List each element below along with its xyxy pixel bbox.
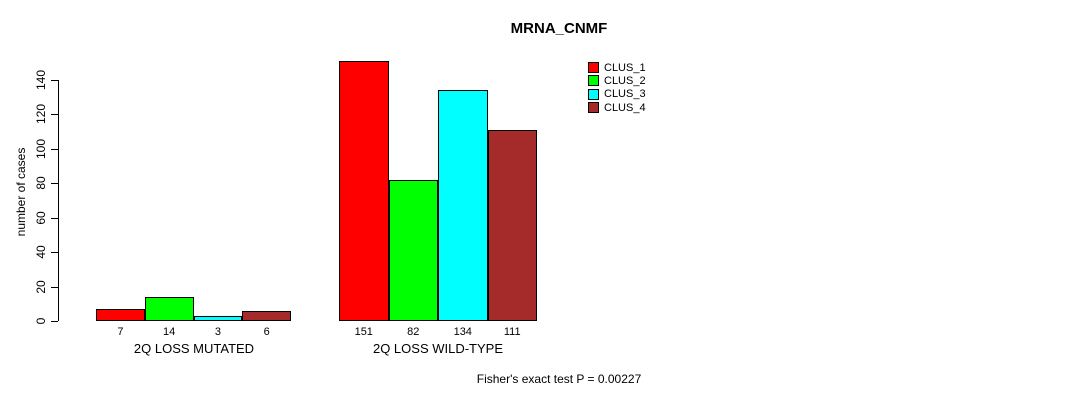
y-axis-title: number of cases xyxy=(14,147,28,237)
bar-value-label: 7 xyxy=(117,326,124,338)
legend-label-clus-4: CLUS_4 xyxy=(604,101,646,114)
y-axis-tick xyxy=(51,321,58,322)
bar-value-label: 14 xyxy=(163,326,176,338)
bar-value-label: 82 xyxy=(407,326,420,338)
y-axis-tick-label: 20 xyxy=(34,279,48,294)
bar-clus-2-group1 xyxy=(388,179,438,321)
legend-swatch-clus-4 xyxy=(588,102,599,114)
y-axis-line xyxy=(58,80,59,321)
y-axis-tick-label: 120 xyxy=(34,104,48,125)
bar-value-label: 111 xyxy=(503,326,521,338)
y-axis-tick xyxy=(51,183,58,185)
legend: CLUS_1 CLUS_2 CLUS_3 CLUS_4 xyxy=(588,61,646,115)
chart-title: MRNA_CNMF xyxy=(510,20,608,37)
x-group-label-wild-type: 2Q LOSS WILD-TYPE xyxy=(372,341,504,356)
legend-label-clus-1: CLUS_1 xyxy=(604,61,646,74)
legend-swatch-clus-2 xyxy=(588,75,599,87)
bar-clus-4-group1 xyxy=(487,129,537,321)
y-axis-tick xyxy=(51,217,58,219)
legend-swatch-clus-1 xyxy=(588,62,599,73)
bar-value-label: 3 xyxy=(214,326,221,338)
y-axis-tick xyxy=(51,80,58,81)
legend-swatch-clus-3 xyxy=(588,88,599,100)
fisher-test-note: Fisher's exact test P = 0.00227 xyxy=(476,372,642,386)
y-axis-tick-label: 100 xyxy=(34,138,48,159)
y-axis-tick-label: 80 xyxy=(34,176,48,190)
legend-item-clus-3: CLUS_3 xyxy=(588,88,646,101)
bar-value-label: 134 xyxy=(453,326,472,338)
legend-label-clus-3: CLUS_3 xyxy=(604,88,646,101)
y-axis-tick xyxy=(51,286,58,288)
legend-item-clus-4: CLUS_4 xyxy=(588,101,646,114)
y-axis-tick-label: 60 xyxy=(34,211,48,225)
bar-clus-1-group1 xyxy=(339,61,389,321)
bar-value-label: 6 xyxy=(263,326,270,338)
bar-clus-4-group0 xyxy=(242,310,291,321)
bar-clus-3-group1 xyxy=(438,90,488,321)
legend-item-clus-1: CLUS_1 xyxy=(588,61,646,74)
bar-clus-3-group0 xyxy=(193,315,243,321)
x-group-label-mutated: 2Q LOSS MUTATED xyxy=(133,341,255,356)
y-axis-tick xyxy=(51,252,58,254)
bar-clus-1-group0 xyxy=(96,308,145,321)
y-axis-tick-label: 40 xyxy=(34,245,48,259)
legend-label-clus-2: CLUS_2 xyxy=(604,74,646,87)
y-axis-tick-label: 140 xyxy=(34,69,48,91)
legend-item-clus-2: CLUS_2 xyxy=(588,74,646,87)
bar-value-label: 151 xyxy=(354,326,373,338)
y-axis-tick xyxy=(51,148,58,150)
y-axis-tick xyxy=(51,114,58,116)
y-axis-tick-label: 0 xyxy=(34,317,48,325)
bar-clus-2-group0 xyxy=(144,296,194,321)
